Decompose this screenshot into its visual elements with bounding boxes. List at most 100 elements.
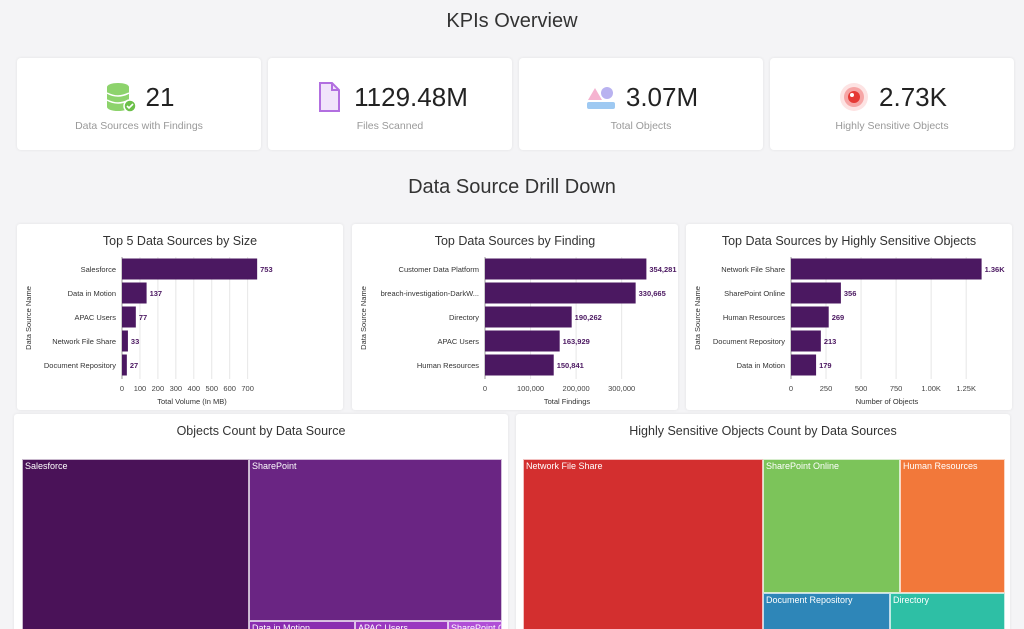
y-tick-label: Data in Motion [68,289,116,298]
kpi-section-title: KPIs Overview [446,10,578,32]
x-tick-label: 250 [820,384,833,393]
data-label: 33 [131,337,139,346]
bar[interactable] [791,330,821,352]
y-axis-label: Data Source Name [24,286,33,350]
data-label: 179 [819,361,832,370]
treemap-cell[interactable]: Document Repository [763,593,890,629]
x-axis-label: Total Findings [544,397,591,406]
bar[interactable] [122,282,147,304]
database-check-icon [106,83,137,113]
x-tick-label: 400 [188,384,201,393]
kpi-label: Files Scanned [356,120,424,132]
chart-title: Top Data Sources by Highly Sensitive Obj… [721,234,977,248]
kpi-value: 3.07M [625,81,699,112]
x-tick-label: 0 [483,384,487,393]
data-label: 354,281 [649,265,676,274]
data-label: 330,665 [639,289,666,298]
data-label: 753 [260,265,273,274]
bar[interactable] [122,330,128,352]
kpi-label: Data Sources with Findings [75,120,203,132]
treemap-cell[interactable]: SharePoint Online [763,459,900,593]
treemap-cell[interactable]: Directory [890,593,1005,629]
y-tick-label: Directory [449,313,479,322]
bar[interactable] [485,306,572,328]
bar[interactable] [485,330,560,352]
kpi-card-data-sources[interactable]: 21 Data Sources with Findings [17,58,261,150]
chart-panel-finding: Top Data Sources by Finding 0 100,000 200,… [352,224,678,410]
kpi-card-files-scanned[interactable]: 1129.48M Files Scanned [268,58,512,150]
treemap-title: Objects Count by Data Source [176,424,346,438]
kpi-card-highly-sensitive[interactable]: 2.73K Highly Sensitive Objects [770,58,1014,150]
y-tick-label: Human Resources [723,313,785,322]
data-label: 77 [139,313,147,322]
shapes-icon [586,87,615,109]
file-icon [319,82,341,112]
bar[interactable] [122,306,136,328]
treemap-cell[interactable]: Data in Motion [249,621,355,629]
x-tick-label: 300 [170,384,183,393]
y-tick-label: SharePoint Online [724,289,785,298]
x-axis-label: Total Volume (In MB) [157,397,227,406]
chart-panel-size: Top 5 Data Sources by Size 0 100 200 300 400… [17,224,343,410]
y-tick-label: Data in Motion [737,361,785,370]
bar[interactable] [485,258,647,280]
x-tick-label: 200 [152,384,165,393]
x-tick-label: 0 [120,384,124,393]
x-tick-label: 500 [205,384,218,393]
y-tick-label: Network File Share [721,265,785,274]
x-tick-label: 200,000 [563,384,590,393]
bar[interactable] [791,258,982,280]
treemap-cell[interactable]: Salesforce [22,459,249,629]
y-tick-label: APAC Users [437,337,479,346]
chart-title: Top 5 Data Sources by Size [102,234,258,248]
y-axis-label: Data Source Name [359,286,368,350]
treemap-cell[interactable]: SharePoint [249,459,502,621]
treemap-panel-sensitive: Highly Sensitive Objects Count by Data S… [516,414,1010,629]
target-icon [840,83,869,111]
y-tick-label: Document Repository [44,361,116,370]
treemap-objects: Salesforce SharePoint Data in Motion APA… [22,459,502,629]
bar[interactable] [791,354,817,376]
x-tick-label: 600 [223,384,236,393]
y-tick-label: Customer Data Platform [399,265,479,274]
bar[interactable] [122,258,258,280]
y-tick-label: Human Resources [417,361,479,370]
y-axis-label: Data Source Name [693,286,702,350]
treemap-panel-objects: Objects Count by Data Source Salesforce … [14,414,508,629]
bar[interactable] [485,354,554,376]
x-tick-label: 1.00K [921,384,941,393]
data-label: 137 [150,289,163,298]
bar[interactable] [791,282,841,304]
bar-chart-size: 0 100 200 300 400 500 600 700 Salesforce 753 Data … [24,257,273,406]
x-tick-label: 100 [134,384,147,393]
data-label: 356 [844,289,857,298]
x-tick-label: 750 [890,384,903,393]
treemap-cell[interactable]: Network File Share [523,459,763,629]
data-label: 190,262 [575,313,602,322]
data-label: 27 [130,361,138,370]
data-label: 163,929 [563,337,590,346]
bar-chart-sensitive: 0 250 500 750 1.00K 1.25K Network File Share 1.… [693,257,1005,406]
kpi-label: Highly Sensitive Objects [835,120,949,132]
treemap-cell[interactable]: APAC Users [355,621,448,629]
y-tick-label: Network File Share [52,337,116,346]
drill-section-title: Data Source Drill Down [408,176,616,198]
kpi-card-total-objects[interactable]: 3.07M Total Objects [519,58,763,150]
treemap-sensitive: Network File Share SharePoint Online Hum… [523,459,1005,629]
x-axis-label: Number of Objects [856,397,919,406]
x-tick-label: 700 [241,384,254,393]
y-tick-label: Salesforce [81,265,116,274]
bar-chart-finding: 0 100,000 200,000 300,000 Customer Data Plat… [359,257,677,406]
y-tick-label: breach-investigation-DarkW... [381,289,479,298]
bar[interactable] [122,354,127,376]
treemap-title: Highly Sensitive Objects Count by Data S… [629,424,897,438]
y-tick-label: Document Repository [713,337,785,346]
kpi-value: 2.73K [879,81,947,112]
treemap-cell[interactable]: Human Resources [900,459,1005,593]
bar[interactable] [791,306,829,328]
chart-panel-sensitive: Top Data Sources by Highly Sensitive Obj… [686,224,1012,410]
bar[interactable] [485,282,636,304]
treemap-cell[interactable]: SharePoint O [448,621,502,629]
x-tick-label: 0 [789,384,793,393]
data-label: 150,841 [557,361,584,370]
